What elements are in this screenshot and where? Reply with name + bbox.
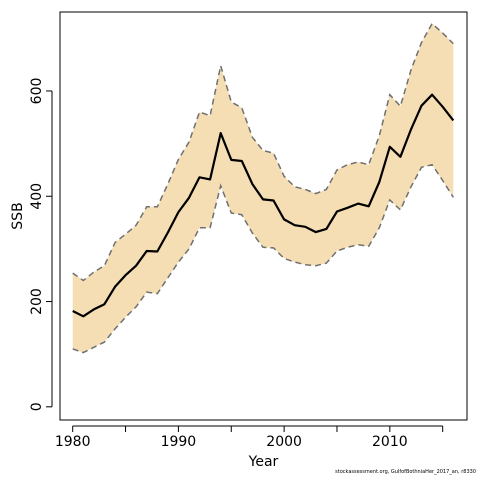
x-tick-label: 1990 <box>161 434 197 450</box>
footer-note: stockassessment.org, GulfofBothniaHer_20… <box>335 469 476 475</box>
upper-bound-line <box>72 22 454 282</box>
y-tick-label: 400 <box>29 183 45 210</box>
y-tick-label: 200 <box>29 288 45 315</box>
x-tick-label: 2000 <box>266 434 302 450</box>
estimate-line <box>72 93 455 318</box>
y-axis: 0 200 400 600 <box>29 78 53 411</box>
plot-region <box>72 22 455 354</box>
x-axis: 1980 1990 2000 2010 <box>55 425 444 450</box>
y-tick-label: 600 <box>29 78 45 105</box>
confidence-band <box>72 23 454 353</box>
x-axis-label: Year <box>248 454 279 470</box>
x-tick-label: 1980 <box>55 434 91 450</box>
x-tick-label: 2010 <box>372 434 408 450</box>
y-axis-label: SSB <box>10 202 26 229</box>
y-tick-label: 0 <box>29 402 45 411</box>
plot-frame <box>59 11 468 421</box>
lower-bound-line <box>72 163 454 354</box>
